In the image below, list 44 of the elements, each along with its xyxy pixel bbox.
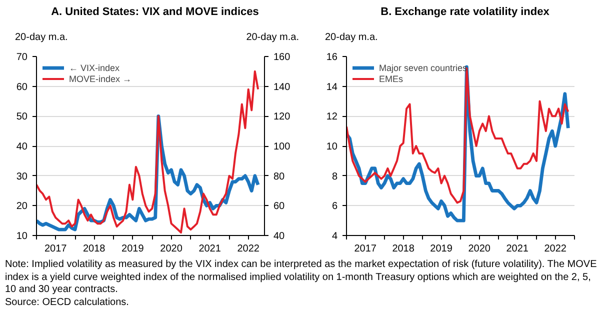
- y-tick-label: 16: [326, 52, 338, 63]
- y-tick-label: 70: [16, 52, 28, 63]
- y2-tick-label: 140: [274, 82, 291, 93]
- y-tick-label: 4: [332, 231, 338, 242]
- y-tick-label: 30: [16, 171, 28, 182]
- y-tick-label: 12: [326, 112, 338, 123]
- x-tick-label: 2019: [122, 244, 144, 254]
- y2-tick-label: 40: [274, 231, 286, 242]
- text: Note: Implied volatility as measured by the VIX index can be interpreted as the market expectation of risk (future volatility). The MOVE index is a yield curve weighted index of the normalised implied volatility on 1-month Treasury options which are weighted on the 2, 5, 10 and 30 year contracts.: [5, 259, 597, 295]
- x-tick-label: 2020: [468, 244, 491, 254]
- y-tick-label: 20: [16, 201, 28, 212]
- y-tick-label: 50: [16, 112, 28, 123]
- x-tick-label: 2021: [198, 244, 222, 254]
- line-series: [36, 70, 260, 234]
- chart-title: B. Exchange rate volatility index: [380, 6, 550, 18]
- x-tick-label: 2019: [430, 244, 453, 254]
- source-note: Source: OECD calculations.: [5, 296, 129, 308]
- y-tick-label: 10: [326, 142, 338, 152]
- y-tick-label: 8: [332, 171, 338, 182]
- x-tick-label: 2018: [83, 244, 106, 254]
- y-tick-label: 10: [16, 231, 28, 242]
- x-tick-label: 2020: [160, 244, 183, 254]
- x-tick-label: 2021: [506, 244, 529, 254]
- y2-tick-label: 120: [274, 112, 291, 123]
- y-tick-label: 6: [332, 201, 338, 212]
- legend-label: MOVE-index →: [69, 73, 132, 84]
- y2-tick-label: 60: [274, 201, 286, 212]
- legend-label: ← VIX-index: [69, 62, 120, 73]
- x-tick-label: 2022: [237, 244, 260, 254]
- y-tick-label: 60: [16, 82, 28, 93]
- y2-tick-label: 100: [274, 142, 291, 152]
- chart-title: A. United States: VIX and MOVE indices: [51, 6, 259, 18]
- y-tick-label: 14: [326, 82, 338, 93]
- y-axis-title: 20-day m.a.: [15, 31, 68, 45]
- x-tick-label: 2017: [44, 244, 68, 254]
- y2-tick-label: 160: [274, 52, 291, 63]
- legend-label: EMEs: [379, 73, 404, 84]
- y2-tick-label: 80: [274, 171, 286, 182]
- y2-axis-title: 20-day m.a.: [246, 31, 299, 45]
- x-tick-label: 2018: [392, 244, 415, 254]
- y-axis-title: 20-day m.a.: [325, 31, 378, 45]
- y-tick-label: 40: [16, 142, 28, 152]
- x-tick-label: 2022: [544, 244, 567, 254]
- x-tick-label: 2017: [354, 244, 377, 254]
